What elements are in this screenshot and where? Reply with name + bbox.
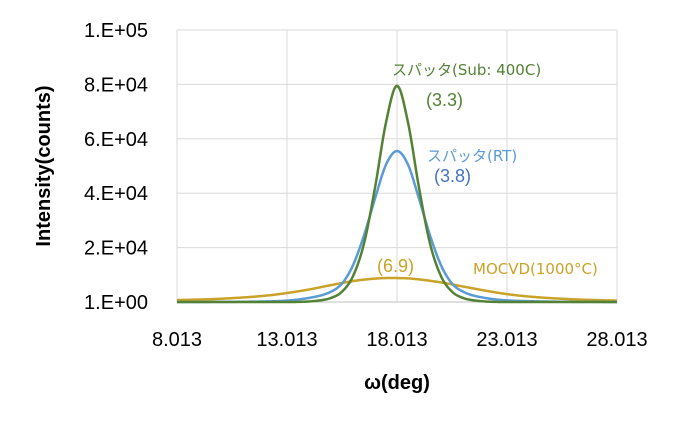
y-tick-label: 1.E+00	[84, 292, 148, 314]
series-label-sputter-400c: スパッタ(Sub: 400C)	[392, 61, 541, 79]
fwhm-label-sputter-rt: (3.8)	[434, 166, 471, 186]
series-line-0	[176, 276, 618, 302]
y-axis-title: Intensity(counts)	[33, 85, 55, 246]
y-tick-label: 8.E+04	[84, 74, 148, 96]
series-label-mocvd: MOCVD(1000°C)	[473, 260, 598, 278]
fwhm-label-mocvd: (6.9)	[377, 256, 414, 276]
series-lines	[176, 84, 618, 304]
x-tick-label: 8.013	[152, 329, 202, 351]
y-tick-label: 1.E+05	[84, 20, 148, 42]
grid	[176, 29, 618, 303]
fwhm-label-sputter-400c: (3.3)	[426, 90, 463, 110]
x-tick-label: 28.013	[586, 329, 647, 351]
x-tick-label: 13.013	[256, 329, 317, 351]
x-tick-labels: 8.013 13.013 18.013 23.013 28.013	[152, 329, 648, 351]
y-tick-labels: 1.E+00 2.E+04 4.E+04 6.E+04 8.E+04 1.E+05	[84, 20, 148, 314]
x-tick-label: 18.013	[366, 329, 427, 351]
series-label-sputter-rt: スパッタ(RT)	[427, 147, 517, 165]
y-tick-label: 4.E+04	[84, 183, 148, 205]
series-line-2	[176, 84, 618, 304]
y-tick-label: 2.E+04	[84, 238, 148, 260]
x-tick-label: 23.013	[476, 329, 537, 351]
y-tick-label: 6.E+04	[84, 129, 148, 151]
x-axis-title: ω(deg)	[364, 372, 430, 394]
